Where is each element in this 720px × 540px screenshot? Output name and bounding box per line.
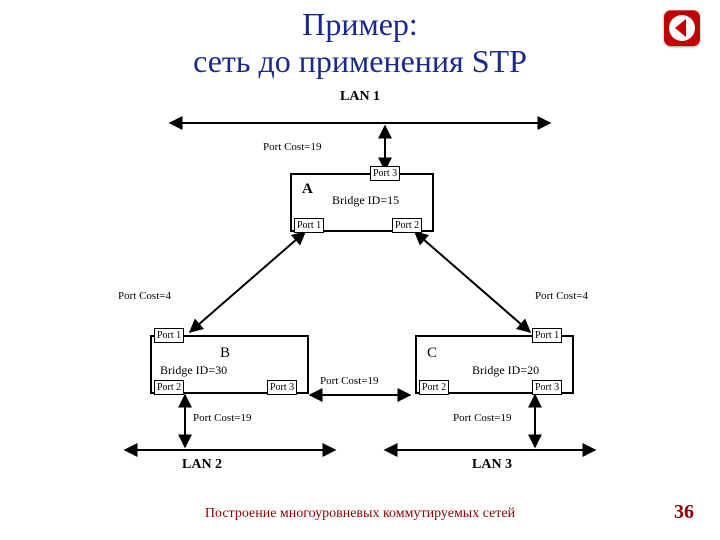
bridge-a-id: Bridge ID=15	[332, 193, 399, 208]
lan1-label: LAN 1	[340, 89, 380, 105]
bridge-c-port2: Port 2	[419, 380, 449, 395]
cost-b-lan2: Port Cost=19	[193, 412, 251, 424]
footer-text: Построение многоуровневых коммутируемых …	[0, 506, 720, 522]
cost-c-lan1: Port Cost=4	[535, 290, 588, 302]
cost-bc: Port Cost=19	[320, 375, 378, 387]
bridge-a-port2: Port 2	[392, 218, 422, 233]
network-diagram-lines	[0, 0, 720, 540]
page-number: 36	[674, 501, 694, 524]
cost-a-lan1: Port Cost=19	[263, 141, 321, 153]
bridge-a-letter: A	[302, 181, 313, 198]
lan2-label: LAN 2	[182, 457, 222, 473]
cost-b-lan1: Port Cost=4	[118, 290, 171, 302]
bridge-b-port1: Port 1	[154, 328, 184, 343]
lan3-label: LAN 3	[472, 457, 512, 473]
bridge-c-letter: C	[427, 345, 437, 362]
bridge-a-port1: Port 1	[294, 218, 324, 233]
bridge-c-id: Bridge ID=20	[472, 363, 539, 378]
bridge-b-id: Bridge ID=30	[160, 363, 227, 378]
bridge-c-port3: Port 3	[532, 380, 562, 395]
bridge-b-letter: B	[220, 345, 230, 362]
bridge-b-port3: Port 3	[267, 380, 297, 395]
bridge-b-port2: Port 2	[154, 380, 184, 395]
cost-c-lan3: Port Cost=19	[453, 412, 511, 424]
bridge-a-port3: Port 3	[370, 166, 400, 181]
bridge-c-port1: Port 1	[532, 328, 562, 343]
